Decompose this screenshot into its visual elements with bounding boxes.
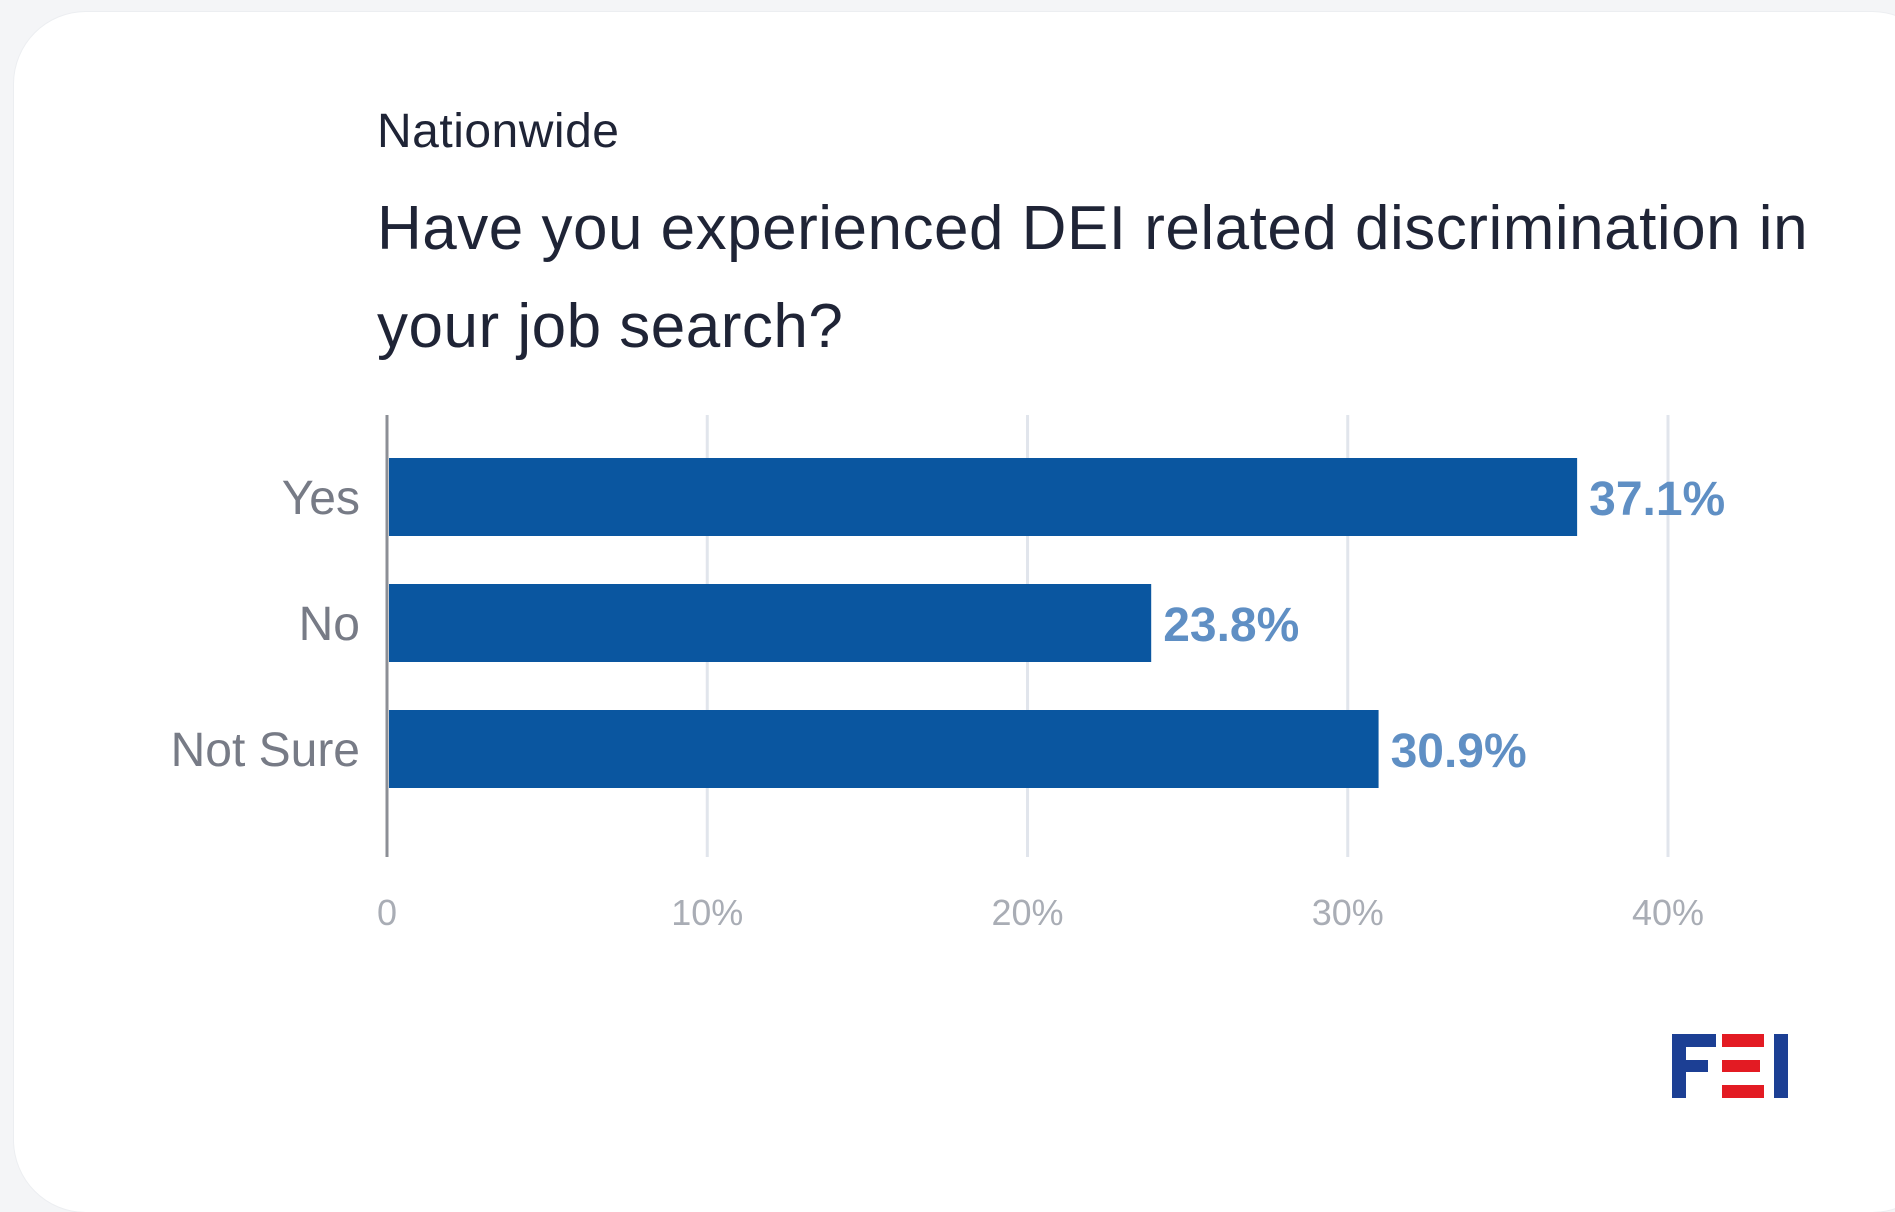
bar-chart: Yes No Not Sure 37.1% 23.8% 30.9% 0 10% 20% 30%…: [171, 415, 1725, 933]
bar: [389, 584, 1152, 662]
bar: [389, 710, 1379, 788]
chart-title: Have you experienced DEI related discrim…: [377, 194, 1809, 361]
bar: [389, 458, 1578, 536]
value-label: 37.1%: [1589, 473, 1725, 526]
x-tick-label: 10%: [671, 892, 743, 933]
chart-subtitle: Nationwide: [377, 105, 620, 158]
category-labels: Yes No Not Sure: [171, 472, 360, 777]
logo-letter-e: [1722, 1034, 1764, 1098]
x-tick-label: 40%: [1632, 892, 1704, 933]
fei-logo: [1672, 1034, 1788, 1098]
bars: [389, 458, 1578, 788]
value-labels: 37.1% 23.8% 30.9%: [1163, 473, 1725, 778]
x-tick-label: 20%: [991, 892, 1063, 933]
logo-letter-f: [1672, 1034, 1716, 1098]
category-label: No: [299, 598, 360, 651]
value-label: 30.9%: [1391, 725, 1527, 778]
x-tick-label: 30%: [1312, 892, 1384, 933]
logo-letter-i: [1774, 1034, 1788, 1098]
category-label: Not Sure: [171, 724, 360, 777]
category-label: Yes: [282, 472, 360, 525]
value-label: 23.8%: [1163, 599, 1299, 652]
x-tick-label: 0: [377, 892, 397, 933]
x-tick-labels: 0 10% 20% 30% 40%: [377, 892, 1704, 933]
